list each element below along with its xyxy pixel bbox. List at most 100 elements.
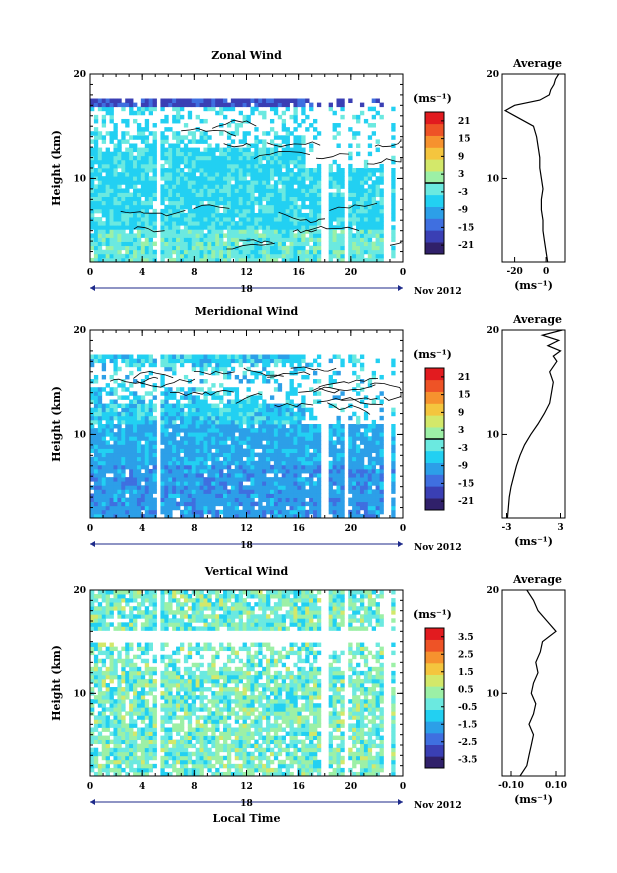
heatmap-cell <box>359 477 365 482</box>
heatmap-cell <box>356 497 361 503</box>
heatmap-cell <box>109 505 114 511</box>
heatmap-cell <box>305 424 310 429</box>
heatmap-cell <box>356 245 361 251</box>
heatmap-cell <box>105 464 110 470</box>
heatmap-cell <box>168 497 173 503</box>
heatmap-cell <box>226 387 232 392</box>
heatmap-cell <box>277 98 283 104</box>
heatmap-cell <box>246 379 251 384</box>
y-axis-label: Height (km) <box>50 386 63 462</box>
heatmap-cell <box>144 452 150 458</box>
heatmap-cell <box>109 110 114 116</box>
heatmap-cell <box>242 204 247 210</box>
heatmap-cell <box>144 192 150 198</box>
heatmap-cell <box>117 139 122 144</box>
heatmap-cell <box>305 204 310 210</box>
heatmap-cell <box>172 180 177 185</box>
heatmap-cell <box>133 473 138 478</box>
heatmap-cell <box>113 366 118 372</box>
heatmap-cell <box>140 456 146 462</box>
heatmap-cell <box>379 505 384 511</box>
heatmap-cell <box>266 370 271 376</box>
heatmap-cell <box>258 155 263 161</box>
heatmap-cell <box>332 204 337 210</box>
heatmap-cell <box>101 683 107 688</box>
heatmap-cell <box>93 155 99 161</box>
heatmap-cell <box>172 358 177 364</box>
heatmap-cell <box>117 497 122 503</box>
heatmap-cell <box>211 204 216 210</box>
heatmap-cell <box>121 415 126 421</box>
heatmap-cell <box>172 432 177 437</box>
heatmap-cell <box>164 473 169 478</box>
heatmap-cell <box>203 481 208 486</box>
heatmap-cell <box>101 407 107 413</box>
heatmap-cell <box>101 473 107 478</box>
heatmap-cell <box>90 642 95 648</box>
heatmap-cell <box>203 444 208 449</box>
heatmap-cell <box>172 407 177 413</box>
heatmap-cell <box>152 403 157 409</box>
heatmap-cell <box>281 444 287 449</box>
heatmap-cell <box>285 468 290 474</box>
heatmap-cell <box>105 747 110 753</box>
heatmap-cell <box>113 387 118 392</box>
heatmap-cell <box>176 489 181 494</box>
heatmap-cell <box>101 594 107 599</box>
heatmap-cell <box>136 419 142 425</box>
heatmap-cell <box>301 106 306 112</box>
heatmap-cell <box>148 460 153 466</box>
heatmap-cell <box>309 196 314 202</box>
heatmap-cell <box>140 188 146 193</box>
heatmap-cell <box>348 440 353 445</box>
heatmap-cell <box>285 358 290 364</box>
heatmap-cell <box>203 354 208 360</box>
heatmap-cell <box>348 188 353 193</box>
heatmap-cell <box>105 674 110 680</box>
heatmap-cell <box>195 399 200 404</box>
heatmap-cell <box>160 485 165 490</box>
heatmap-cell <box>160 225 165 230</box>
heatmap-cell <box>136 497 142 503</box>
heatmap-cell <box>113 403 118 409</box>
heatmap-cell <box>191 245 197 251</box>
heatmap-cell <box>97 674 103 680</box>
heatmap-cell <box>125 358 130 364</box>
heatmap-cell <box>336 98 341 104</box>
heatmap-cell <box>101 610 107 615</box>
heatmap-cell <box>148 147 153 153</box>
heatmap-cell <box>238 493 243 498</box>
heatmap-cell <box>101 703 107 708</box>
heatmap-cell <box>336 432 341 437</box>
heatmap-cell <box>258 428 263 433</box>
heatmap-cell <box>148 513 153 519</box>
colorbar-swatch <box>425 450 444 463</box>
heatmap-cell <box>391 473 396 478</box>
heatmap-cell <box>273 415 279 421</box>
heatmap-cell <box>363 159 369 165</box>
heatmap-cell <box>316 481 322 486</box>
heatmap-cell <box>183 493 189 498</box>
heatmap-cell <box>309 217 314 222</box>
heatmap-cell <box>285 106 290 112</box>
heatmap-cell <box>113 456 118 462</box>
heatmap-cell <box>168 415 173 421</box>
heatmap-cell <box>133 110 138 116</box>
heatmap-cell <box>179 354 185 360</box>
heatmap-cell <box>266 411 271 417</box>
heatmap-cell <box>258 212 263 218</box>
heatmap-cell <box>375 485 380 490</box>
heatmap-cell <box>125 233 130 238</box>
heatmap-cell <box>313 460 318 466</box>
heatmap-cell <box>176 172 181 177</box>
heatmap-cell <box>160 358 165 364</box>
heatmap-cell <box>195 415 200 421</box>
heatmap-cell <box>242 436 247 441</box>
heatmap-cell <box>164 229 169 234</box>
heatmap-cell <box>328 501 333 507</box>
heatmap-cell <box>211 477 216 482</box>
heatmap-cell <box>219 249 224 255</box>
heatmap-cell <box>101 403 107 409</box>
heatmap-cell <box>93 606 99 611</box>
heatmap-cell <box>219 168 224 173</box>
